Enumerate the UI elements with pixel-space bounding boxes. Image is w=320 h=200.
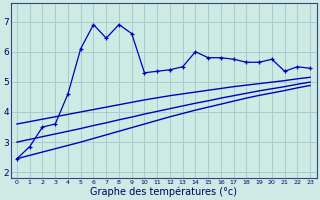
X-axis label: Graphe des températures (°c): Graphe des températures (°c)	[90, 186, 237, 197]
